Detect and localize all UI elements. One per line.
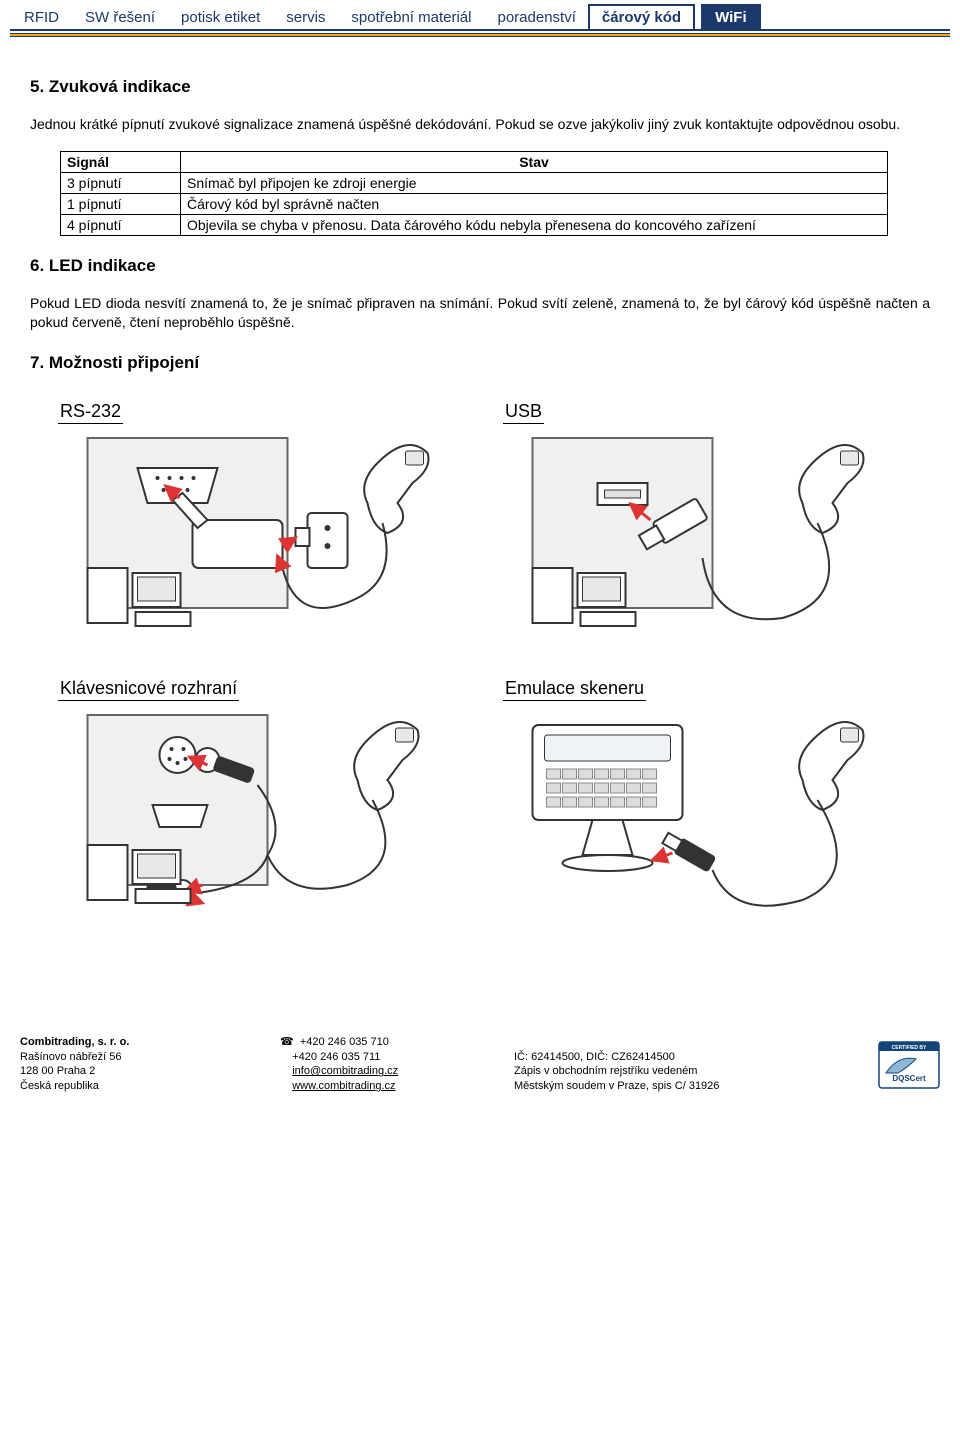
footer-col-contact: ☎ +420 246 035 710 +420 246 035 711 info… xyxy=(280,1035,514,1094)
footer-email-link[interactable]: info@combitrading.cz xyxy=(292,1065,398,1077)
figure-label: USB xyxy=(503,401,544,424)
heading-section-5: 5. Zvuková indikace xyxy=(30,77,930,97)
svg-text:DQSCert: DQSCert xyxy=(892,1074,926,1083)
nav-item-carovy-kod[interactable]: čárový kód xyxy=(588,4,695,29)
figure-illustration xyxy=(495,428,910,658)
nav-item-poradenstvi[interactable]: poradenství xyxy=(483,4,589,29)
table-cell: 4 pípnutí xyxy=(61,214,181,235)
footer-address-1: Rašínovo nábřeží 56 xyxy=(20,1051,122,1063)
table-cell: Snímač byl připojen ke zdroji energie xyxy=(181,172,888,193)
table-cell: 1 pípnutí xyxy=(61,193,181,214)
keyboard-wedge-diagram-icon xyxy=(50,705,465,935)
table-row: 4 pípnutí Objevila se chyba v přenosu. D… xyxy=(61,214,888,235)
footer-company-name: Combitrading, s. r. o. xyxy=(20,1036,129,1048)
figure-usb: USB xyxy=(495,401,910,658)
phone-icon: ☎ xyxy=(280,1036,294,1048)
figure-label: RS-232 xyxy=(58,401,123,424)
table-row: 3 pípnutí Snímač byl připojen ke zdroji … xyxy=(61,172,888,193)
table-cell: Objevila se chyba v přenosu. Data čárové… xyxy=(181,214,888,235)
svg-text:CERTIFIED BY: CERTIFIED BY xyxy=(892,1045,927,1051)
footer-col-company: Combitrading, s. r. o. Rašínovo nábřeží … xyxy=(20,1035,280,1094)
scanner-emulation-diagram-icon xyxy=(495,705,910,935)
top-nav: RFID SW řešení potisk etiket servis spot… xyxy=(0,0,960,29)
footer-legal-1: IČ: 62414500, DIČ: CZ62414500 xyxy=(514,1051,675,1063)
figure-emulation: Emulace skeneru xyxy=(495,678,910,935)
figure-label: Emulace skeneru xyxy=(503,678,646,701)
para-section-5: Jednou krátké pípnutí zvukové signalizac… xyxy=(30,115,930,135)
nav-underline xyxy=(10,29,950,31)
signal-table: Signál Stav 3 pípnutí Snímač byl připoje… xyxy=(60,151,888,236)
figure-keyboard: Klávesnicové rozhraní xyxy=(50,678,465,935)
table-row: 1 pípnutí Čárový kód byl správně načten xyxy=(61,193,888,214)
heading-section-7: 7. Možnosti připojení xyxy=(30,353,930,373)
figure-illustration xyxy=(495,705,910,935)
page-footer: Combitrading, s. r. o. Rašínovo nábřeží … xyxy=(0,955,960,1104)
nav-item-servis[interactable]: servis xyxy=(272,4,339,29)
footer-tel-2: +420 246 035 711 xyxy=(292,1051,380,1063)
footer-tel-1: +420 246 035 710 xyxy=(300,1036,389,1048)
figure-rs232: RS-232 xyxy=(50,401,465,658)
cert-badge: CERTIFIED BY DQSCert xyxy=(878,1041,940,1094)
nav-item-wifi[interactable]: WiFi xyxy=(701,4,761,29)
table-header-signal: Signál xyxy=(61,151,181,172)
figure-illustration xyxy=(50,705,465,935)
heading-section-6: 6. LED indikace xyxy=(30,256,930,276)
nav-item-rfid[interactable]: RFID xyxy=(10,4,73,29)
figure-illustration xyxy=(50,428,465,658)
footer-legal-2: Zápis v obchodním rejstříku vedeném xyxy=(514,1065,697,1077)
figure-label: Klávesnicové rozhraní xyxy=(58,678,239,701)
table-cell: Čárový kód byl správně načten xyxy=(181,193,888,214)
footer-col-legal: IČ: 62414500, DIČ: CZ62414500 Zápis v ob… xyxy=(514,1035,878,1094)
certified-badge-icon: CERTIFIED BY DQSCert xyxy=(878,1041,940,1089)
figure-grid: RS-232 xyxy=(30,391,930,945)
table-header-stav: Stav xyxy=(181,151,888,172)
usb-diagram-icon xyxy=(495,428,910,658)
table-cell: 3 pípnutí xyxy=(61,172,181,193)
nav-item-potisk[interactable]: potisk etiket xyxy=(167,4,274,29)
footer-address-3: Česká republika xyxy=(20,1080,99,1092)
footer-legal-3: Městským soudem v Praze, spis C/ 31926 xyxy=(514,1080,719,1092)
footer-web-link[interactable]: www.combitrading.cz xyxy=(292,1080,395,1092)
footer-address-2: 128 00 Praha 2 xyxy=(20,1065,95,1077)
para-section-6: Pokud LED dioda nesvítí znamená to, že j… xyxy=(30,294,930,333)
rs232-diagram-icon xyxy=(50,428,465,658)
nav-item-sw[interactable]: SW řešení xyxy=(71,4,169,29)
page-content: 5. Zvuková indikace Jednou krátké pípnut… xyxy=(0,37,960,955)
nav-item-material[interactable]: spotřební materiál xyxy=(337,4,485,29)
